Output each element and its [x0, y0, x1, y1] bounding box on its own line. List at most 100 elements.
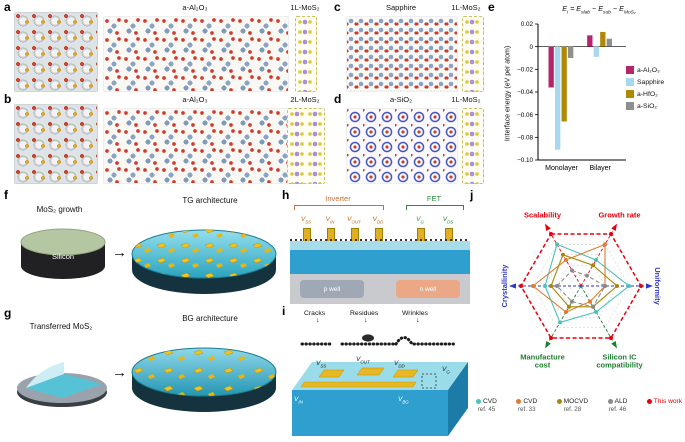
interface-energy-chart: Ei = Eslab − Esub − EMoS₂ Interface ener…: [496, 4, 682, 184]
bg-architecture-caption: BG architecture: [182, 314, 238, 323]
layer-label-d: 1L-MoS₂: [451, 95, 481, 104]
svg-text:Monolayer: Monolayer: [545, 165, 578, 172]
amorphous-al2o3-structure-b: [103, 108, 289, 184]
legend-swatch: [626, 90, 634, 98]
panel-label-c: c: [334, 0, 341, 14]
inverter-bracket: [294, 205, 384, 210]
device-cross-section: Inverter FET VSS VIN VOUT VDD VG VDS p w…: [290, 194, 470, 306]
svg-text:Growth rate: Growth rate: [598, 210, 640, 219]
sapphire-structure: [346, 16, 458, 92]
legend-swatch: [626, 78, 634, 86]
legend-label: Sapphire: [637, 78, 665, 86]
pad-vdd-label: VDD: [394, 360, 405, 369]
legend-label: a-HfO₂: [637, 90, 658, 98]
legend-dot: [556, 399, 562, 404]
fet-label: FET: [426, 194, 442, 203]
vg-terminal-label: VG: [416, 216, 424, 225]
legend-ref: ref. 33: [518, 406, 536, 413]
panel-label-a: a: [4, 0, 11, 14]
pad-vss-label: VSS: [316, 360, 327, 369]
substrate-label-d: a-SiO₂: [389, 95, 413, 104]
film-defect-inset: [300, 334, 456, 346]
substrate-label-b: a-Al₂O₃: [182, 95, 208, 104]
silicon-wafer-illustration: [20, 228, 106, 279]
legend-dot: [646, 399, 652, 404]
legend-swatch: [626, 66, 634, 74]
pad-vout-label: VOUT: [356, 356, 370, 365]
interface-energy-legend: a-Al₂O₃ Sapphire a-HfO₂ a-SiO₂: [626, 66, 664, 114]
legend-item: a-SiO₂: [626, 102, 664, 110]
mos2-1l-structure-c: [462, 16, 484, 92]
svg-text:Bilayer: Bilayer: [589, 165, 611, 172]
chart-title: Ei = Eslab − Esub − EMoS₂: [562, 4, 636, 16]
layer-label-b: 2L-MoS₂: [290, 95, 320, 104]
wrinkles-label: Wrinkles: [402, 310, 428, 317]
al2o3-crystal-structure-b: [14, 104, 98, 184]
right-arrow-icon: →: [112, 244, 127, 261]
pad-vin-label: VIN: [294, 396, 303, 405]
method-comparison-radar: Scalability Growth rate Uniformity Silicon …: [500, 210, 662, 370]
panel-label-h: h: [282, 188, 290, 202]
residues-label: Residues: [350, 310, 379, 317]
tg-architecture-wafer: [131, 229, 277, 294]
amorphous-al2o3-structure-a: [103, 16, 289, 92]
transfer-caption: Transferred MoS₂: [29, 322, 93, 331]
bg-device-block: [292, 362, 468, 436]
legend-dot: [476, 399, 481, 404]
panel-label-g: g: [4, 306, 12, 320]
legend-ref: ref. 46: [608, 406, 627, 413]
growth-caption: MoS₂ growth: [36, 205, 83, 214]
svg-text:Scalability: Scalability: [524, 210, 562, 219]
al2o3-crystal-structure: [14, 12, 98, 92]
svg-text:−0.06: −0.06: [517, 112, 533, 119]
oxide-layer: [290, 241, 470, 250]
legend-item: a-Al₂O₃: [626, 66, 664, 74]
pad-vg-label: VG: [442, 366, 450, 375]
svg-text:−0.08: −0.08: [517, 135, 533, 142]
svg-text:Uniformity: Uniformity: [653, 267, 662, 305]
legend-item: CVD ref. 45: [476, 398, 497, 413]
mos2-channel-layer: [290, 239, 470, 241]
legend-item: This work: [646, 398, 682, 413]
svg-text:−0.04: −0.04: [517, 89, 533, 96]
layer-label-a: 1L-MoS₂: [290, 3, 320, 12]
vss-terminal-label: VSS: [300, 216, 312, 225]
down-arrow-icon: ↓: [316, 317, 320, 324]
legend-item: CVD ref. 33: [516, 398, 538, 413]
legend-item: ALD ref. 46: [607, 398, 628, 413]
down-arrow-icon: ↓: [364, 317, 368, 324]
radar-legend: CVD ref. 45 CVD ref. 33 MOCVD ref. 28 AL…: [476, 398, 682, 413]
panel-label-d: d: [334, 92, 342, 106]
pad-vbg-label: VBG: [398, 396, 409, 405]
legend-item: Sapphire: [626, 78, 664, 86]
transferred-film-illustration: [17, 362, 107, 407]
panel-label-f: f: [4, 188, 8, 202]
substrate-label-a: a-Al₂O₃: [182, 3, 208, 12]
n-well: n well: [396, 280, 460, 298]
legend-dot: [607, 399, 613, 404]
dielectric-body: [290, 250, 470, 274]
mos2-1l-structure-d: [462, 108, 484, 184]
bar-chart-svg: 0.02 0 −0.02 −0.04 −0.06 −0.08 −0.10 Monolayer B…: [517, 21, 626, 172]
vds-terminal-label: VDS: [442, 216, 454, 225]
svg-text:0: 0: [529, 44, 533, 51]
legend-label: a-Al₂O₃: [637, 66, 660, 74]
legend-ref: ref. 28: [563, 406, 582, 413]
amorphous-sio2-structure: [346, 108, 458, 184]
legend-dot: [516, 399, 522, 404]
panel-label-i: i: [282, 304, 286, 318]
legend-item: a-HfO₂: [626, 90, 664, 98]
right-arrow-icon: →: [112, 364, 127, 381]
svg-text:−0.10: −0.10: [517, 157, 533, 164]
layer-label-c: 1L-MoS₂: [451, 3, 481, 12]
panel-label-b: b: [4, 92, 12, 106]
legend-item: MOCVD ref. 28: [556, 398, 588, 413]
substrate-label-c: Sapphire: [385, 3, 417, 12]
panel-label-e: e: [488, 0, 495, 14]
bg-architecture-wafer: [131, 347, 277, 412]
legend-ref: ref. 45: [477, 406, 496, 413]
tg-architecture-caption: TG architecture: [182, 196, 238, 205]
